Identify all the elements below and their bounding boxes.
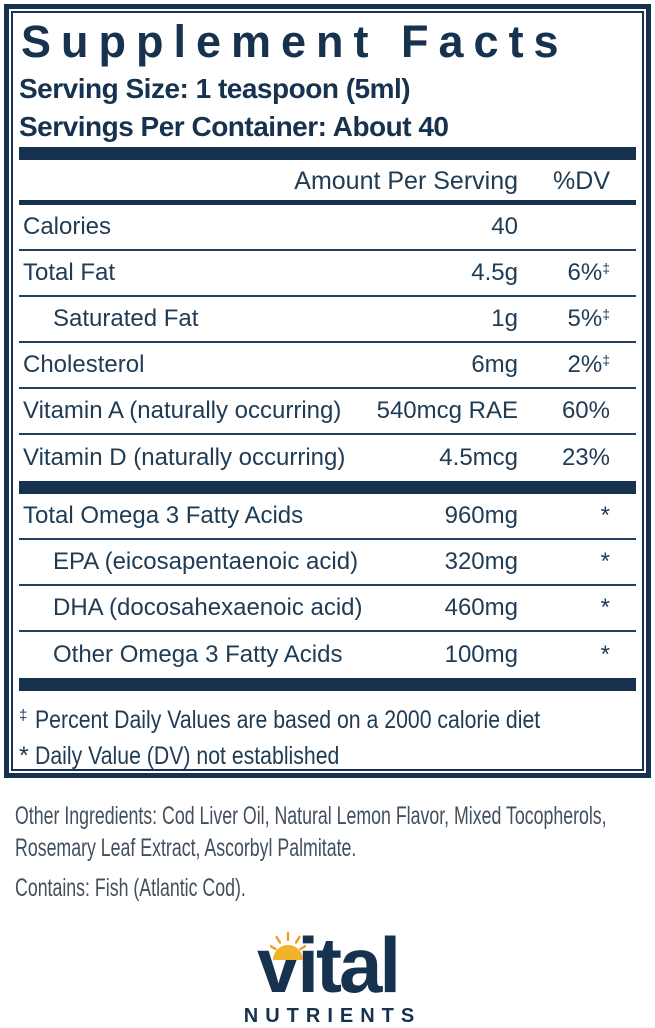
column-header-dv: %DV (553, 167, 610, 195)
footnote-asterisk-text: Daily Value (DV) not established (34, 742, 340, 771)
other-ingredients-line2: Rosemary Leaf Extract, Ascorbyl Palmitat… (15, 834, 357, 862)
row-label: Total Omega 3 Fatty Acids (23, 502, 304, 529)
vital-nutrients-logo: vital NUTRIENTS (0, 925, 655, 1028)
row-label: Cholesterol (23, 351, 145, 378)
dagger-mark: ‡ (19, 707, 28, 724)
row-dv: * (600, 641, 610, 668)
other-ingredients-line1: Other Ingredients: Cod Liver Oil, Natura… (15, 802, 607, 830)
table-header: Amount Per Serving %DV (19, 160, 636, 205)
row-label: Total Fat (23, 259, 116, 286)
row-label: Saturated Fat (53, 305, 199, 332)
row-amount: 40 (491, 213, 518, 240)
row-label: DHA (docosahexaenoic acid) (53, 594, 363, 621)
table-row-vitamin-a: Vitamin A (naturally occurring) 540mcg R… (19, 389, 636, 435)
row-dv: 60% (561, 397, 610, 424)
footnote-dagger-text: Percent Daily Values are based on a 2000… (35, 706, 541, 735)
row-dv: 23% (561, 444, 610, 471)
row-dv: * (600, 548, 610, 575)
row-dv: 5%‡ (567, 305, 610, 332)
row-amount: 4.5mcg (439, 444, 518, 471)
serving-size: Serving Size: 1 teaspoon (5ml) (19, 73, 411, 104)
table-row-epa: EPA (eicosapentaenoic acid) 320mg * (19, 540, 636, 586)
logo-sub-text: NUTRIENTS (243, 1005, 422, 1027)
servings-per-container: Servings Per Container: About 40 (19, 111, 449, 142)
footnote-dagger: ‡ Percent Daily Values are based on a 200… (19, 697, 636, 738)
row-label: Vitamin A (naturally occurring) (23, 397, 342, 424)
footnote-asterisk: * Daily Value (DV) not established (19, 738, 636, 771)
table-row-other-omega3: Other Omega 3 Fatty Acids 100mg * (19, 632, 636, 678)
row-label: Calories (23, 213, 112, 240)
table-row-total-fat: Total Fat 4.5g 6%‡ (19, 251, 636, 297)
panel-title: Supplement Facts (21, 16, 569, 67)
table-row-total-omega3: Total Omega 3 Fatty Acids 960mg * (19, 494, 636, 540)
row-amount: 540mcg RAE (376, 397, 518, 424)
table-row-cholesterol: Cholesterol 6mg 2%‡ (19, 343, 636, 389)
supplement-facts-inner-border: Supplement Facts Serving Size: 1 teaspoo… (11, 11, 644, 771)
table-row-dha: DHA (docosahexaenoic acid) 460mg * (19, 586, 636, 632)
logo-brand-text: vital (256, 921, 401, 1009)
row-dv: 6%‡ (567, 259, 610, 286)
row-amount: 6mg (471, 351, 518, 378)
row-dv: * (600, 594, 610, 621)
row-amount: 100mg (444, 641, 518, 668)
row-amount: 460mg (444, 594, 518, 621)
divider-bar-middle (19, 481, 636, 494)
other-ingredients-section: Other Ingredients: Cod Liver Oil, Natura… (15, 800, 655, 904)
supplement-facts-panel: Supplement Facts Serving Size: 1 teaspoo… (4, 4, 651, 778)
divider-bar-top (19, 147, 636, 160)
row-label: EPA (eicosapentaenoic acid) (53, 548, 359, 575)
row-amount: 4.5g (471, 259, 518, 286)
row-dv: 2%‡ (567, 351, 610, 378)
row-dv: * (600, 502, 610, 529)
table-row-calories: Calories 40 (19, 205, 636, 251)
column-header-amount: Amount Per Serving (294, 167, 518, 195)
row-label: Other Omega 3 Fatty Acids (53, 641, 343, 668)
divider-bar-bottom (19, 678, 636, 691)
sun-icon (269, 931, 306, 960)
row-amount: 320mg (444, 548, 518, 575)
contains-statement: Contains: Fish (Atlantic Cod). (15, 874, 246, 902)
row-label: Vitamin D (naturally occurring) (23, 444, 346, 471)
table-row-vitamin-d: Vitamin D (naturally occurring) 4.5mcg 2… (19, 435, 636, 481)
row-amount: 1g (491, 305, 518, 332)
row-amount: 960mg (444, 502, 518, 529)
asterisk-mark: * (19, 742, 29, 771)
table-row-saturated-fat: Saturated Fat 1g 5%‡ (19, 297, 636, 343)
